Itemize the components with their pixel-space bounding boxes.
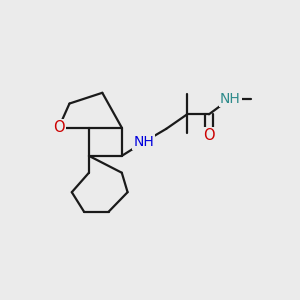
Text: O: O — [53, 120, 64, 135]
Text: O: O — [203, 128, 215, 143]
Text: NH: NH — [133, 135, 154, 149]
Text: NH: NH — [220, 92, 241, 106]
